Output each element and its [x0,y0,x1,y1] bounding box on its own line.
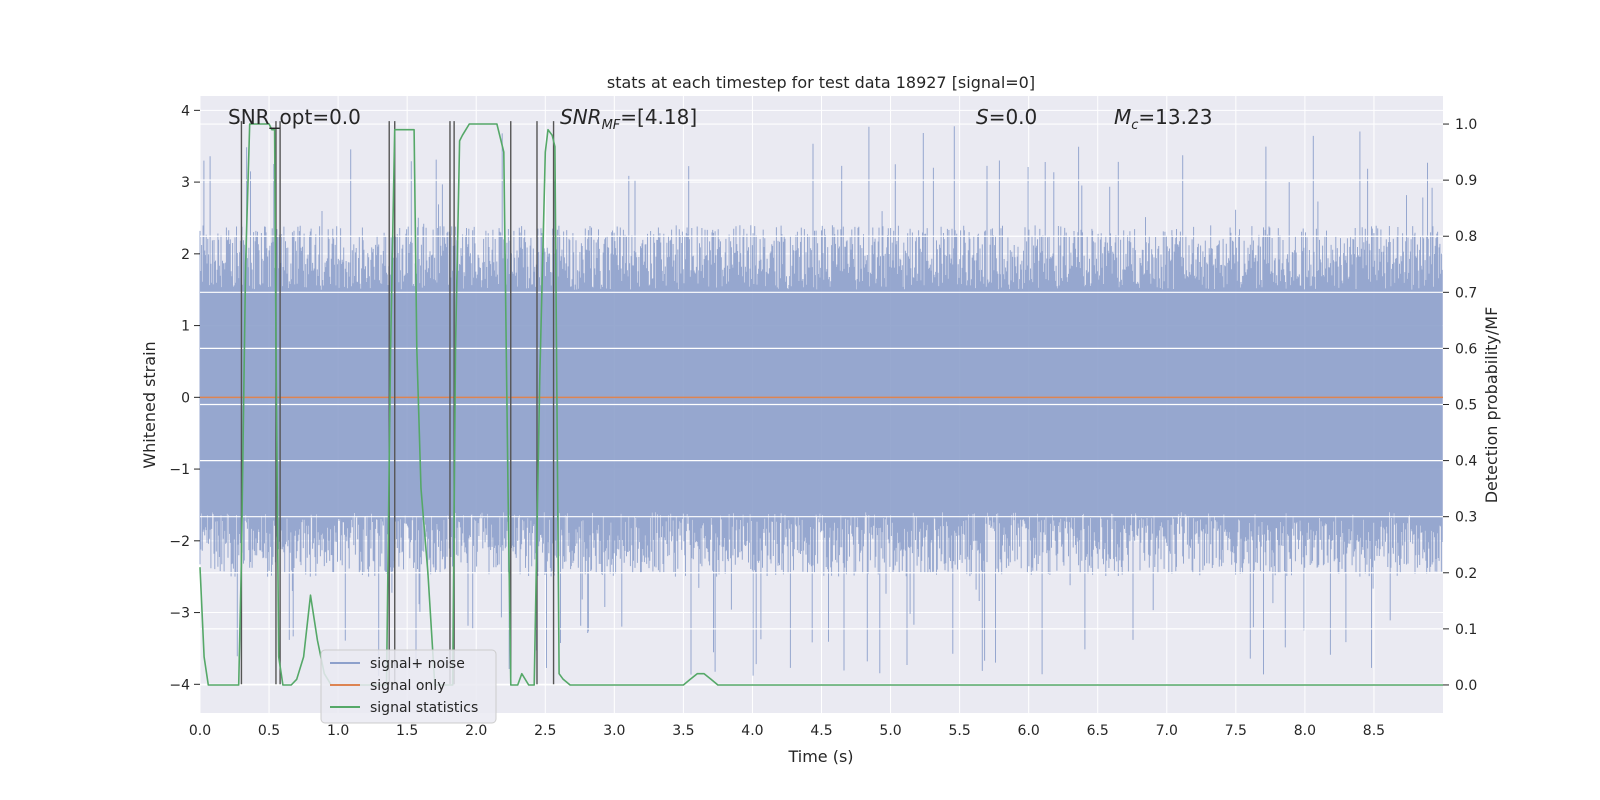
x-tick-label: 6.5 [1087,723,1109,739]
annotation-s-value: =0.0 [989,105,1038,129]
annotation-mc: Mc=13.23 [1114,105,1212,133]
y-tick-label: 2 [181,247,190,263]
x-tick-label: 4.0 [741,723,763,739]
x-tick-label: 7.0 [1156,723,1178,739]
y2-tick-label: 0.0 [1455,678,1477,694]
annotation-mc-value: =13.23 [1138,105,1212,129]
x-tick-label: 0.5 [258,723,280,739]
y-axis-label: Whitened strain [140,341,159,468]
annotation-s-symbol: S [976,105,989,129]
annotation-snr-mf-value: =[4.18] [620,105,697,129]
y2-tick-label: 0.2 [1455,566,1477,582]
y-tick-label: 4 [181,103,190,119]
x-tick-label: 4.5 [810,723,832,739]
y-tick-label: 1 [181,319,190,335]
y-axis-ticks: 4 3 2 1 0 −1 −2 −3 −4 [169,103,200,693]
y-tick-label: 0 [181,390,190,406]
y2-tick-label: 0.9 [1455,173,1477,189]
y2-tick-label: 0.6 [1455,341,1477,357]
y2-tick-label: 0.5 [1455,398,1477,414]
y-tick-label: −3 [169,606,190,622]
x-tick-label: 5.5 [948,723,970,739]
x-tick-label: 0.0 [189,723,211,739]
y2-tick-label: 0.1 [1455,622,1477,638]
x-tick-label: 8.0 [1294,723,1316,739]
y2-axis-label: Detection probability/MF [1482,307,1501,504]
chart-title: stats at each timestep for test data 189… [607,73,1035,92]
legend-label-stats: signal statistics [370,700,478,716]
x-tick-label: 8.5 [1363,723,1385,739]
x-tick-label: 2.0 [465,723,487,739]
y2-tick-label: 0.7 [1455,285,1477,301]
x-tick-label: 5.0 [879,723,901,739]
x-tick-label: 3.5 [672,723,694,739]
x-axis-ticks: 0.0 0.5 1.0 1.5 2.0 2.5 3.0 3.5 4.0 4.5 5.0 5.5 6.0 6… [189,723,1385,739]
legend-box [320,649,497,724]
y-tick-label: 3 [181,175,190,191]
x-tick-label: 6.0 [1018,723,1040,739]
x-tick-label: 1.0 [327,723,349,739]
y2-axis-ticks: 1.0 0.9 0.8 0.7 0.6 0.5 0.4 0.3 0.2 0.1 0.0 [1443,117,1477,694]
x-tick-label: 1.5 [396,723,418,739]
annotation-snr-mf-subscript: MF [602,118,621,133]
y-tick-label: −4 [169,677,190,693]
x-tick-label: 2.5 [534,723,556,739]
legend: signal+ noise signal only signal statist… [320,649,497,724]
x-axis-label: Time (s) [787,747,853,766]
y2-tick-label: 0.4 [1455,454,1477,470]
y2-tick-label: 0.8 [1455,229,1477,245]
annotation-mc-symbol: M [1114,105,1131,129]
annotation-snr-mf-symbol: SNR [560,105,602,129]
legend-label-signal: signal only [370,678,445,694]
annotation-mc-subscript: c [1131,118,1138,133]
y2-tick-label: 0.3 [1455,510,1477,526]
y-tick-label: −1 [169,462,190,478]
x-tick-label: 7.5 [1225,723,1247,739]
legend-label-noise: signal+ noise [370,656,465,672]
grid-horizontal-right [200,123,1443,686]
x-tick-label: 3.0 [603,723,625,739]
annotation-s: S=0.0 [976,105,1037,129]
annotation-snr-opt: SNR_opt=0.0 [228,105,361,129]
y-tick-label: −2 [169,534,190,550]
annotation-snr-mf: SNRMF=[4.18] [560,105,697,133]
y2-tick-label: 1.0 [1455,117,1477,133]
